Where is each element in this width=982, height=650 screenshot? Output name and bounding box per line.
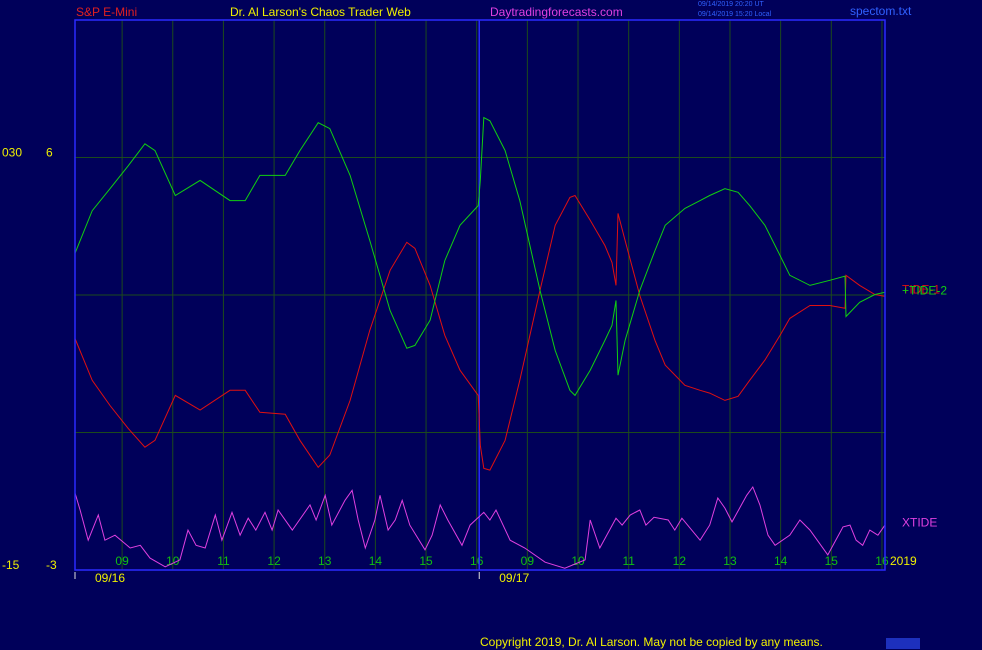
series-line	[74, 194, 886, 471]
y-tick-label: 6	[46, 146, 53, 160]
x-tick-label: 15	[419, 554, 433, 568]
plot-border	[74, 19, 886, 571]
series-line	[74, 116, 886, 397]
stamp-ut: 09/14/2019 20:20 UT	[698, 1, 764, 8]
stamp-local: 09/14/2019 15:20 Local	[698, 11, 772, 18]
x-tick-label: 16	[875, 554, 889, 568]
x-tick-label: 10	[571, 554, 585, 568]
x-tick-label: 09	[521, 554, 535, 568]
date-label: 09/17	[499, 571, 529, 585]
file-name: spectom.txt	[850, 4, 912, 18]
footer-box	[886, 638, 920, 649]
copyright: Copyright 2019, Dr. Al Larson. May not b…	[480, 635, 823, 649]
x-tick-label: 13	[318, 554, 332, 568]
y2-tick-label: -15	[2, 558, 20, 572]
x-tick-label: 09	[115, 554, 129, 568]
legend-label: +TIDE-2	[902, 283, 947, 297]
chart-title: S&P E-Mini	[76, 5, 137, 19]
legend-label: TIDE-1	[902, 283, 940, 297]
site-name: Daytradingforecasts.com	[490, 5, 623, 19]
legend-label: XTIDE	[902, 515, 937, 529]
date-label: 09/16	[95, 571, 125, 585]
series-line	[74, 485, 886, 569]
x-tick-label: 11	[217, 554, 230, 568]
y-tick-label: -3	[46, 558, 57, 572]
x-tick-label: 14	[369, 554, 383, 568]
x-tick-label: 15	[825, 554, 839, 568]
chart-subtitle: Dr. Al Larson's Chaos Trader Web	[230, 5, 411, 19]
x-tick-label: 12	[673, 554, 687, 568]
x-tick-label: 11	[622, 554, 635, 568]
x-tick-label: 14	[774, 554, 788, 568]
y2-tick-label: 030	[2, 146, 22, 160]
x-tick-label: 13	[723, 554, 737, 568]
year-label: 2019	[890, 554, 917, 568]
x-tick-label: 12	[267, 554, 281, 568]
x-tick-label: 16	[470, 554, 484, 568]
